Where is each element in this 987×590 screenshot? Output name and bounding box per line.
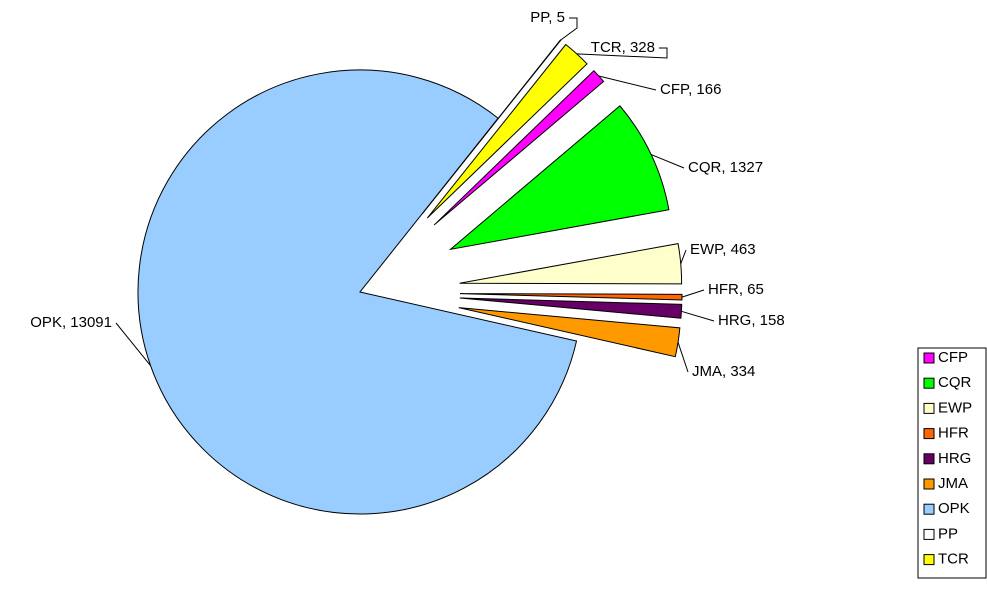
pie-slice: [448, 105, 670, 251]
data-label: OPK, 13091: [30, 314, 112, 331]
legend-swatch: [923, 453, 935, 465]
data-label: PP, 5: [530, 9, 565, 26]
legend-label: PP: [938, 525, 958, 542]
data-label: JMA, 334: [692, 363, 755, 380]
leader-line: [681, 310, 715, 322]
leader-line: [677, 342, 689, 373]
legend-swatch: [923, 554, 935, 566]
legend-swatch: [923, 402, 935, 414]
leader-line: [115, 322, 151, 366]
leader-line: [560, 17, 578, 41]
legend-label: EWP: [938, 399, 972, 416]
legend-label: CQR: [938, 374, 972, 391]
data-label: CFP, 166: [660, 81, 721, 98]
pie-slice: [137, 69, 578, 515]
pie-slice: [459, 243, 683, 285]
legend-label: JMA: [938, 475, 968, 492]
data-label: HRG, 158: [718, 312, 785, 329]
legend-label: TCR: [938, 551, 969, 568]
leader-line: [681, 289, 705, 298]
legend-swatch: [923, 503, 935, 515]
pie-slice: [458, 307, 681, 358]
data-label: TCR, 328: [591, 39, 655, 56]
legend-label: CFP: [938, 349, 968, 366]
data-label: HFR, 65: [708, 281, 764, 298]
leader-line: [598, 75, 657, 91]
data-label: EWP, 463: [690, 241, 756, 258]
legend-swatch: [923, 528, 935, 540]
legend-label: HFR: [938, 425, 969, 442]
legend-swatch: [923, 377, 935, 389]
leader-line: [576, 47, 668, 59]
legend-label: HRG: [938, 450, 971, 467]
legend-swatch: [923, 478, 935, 490]
legend-swatch: [923, 352, 935, 364]
legend-label: OPK: [938, 500, 970, 517]
leader-line: [651, 154, 685, 169]
leader-line: [680, 249, 687, 264]
legend-swatch: [923, 428, 935, 440]
data-label: CQR, 1327: [688, 159, 763, 176]
